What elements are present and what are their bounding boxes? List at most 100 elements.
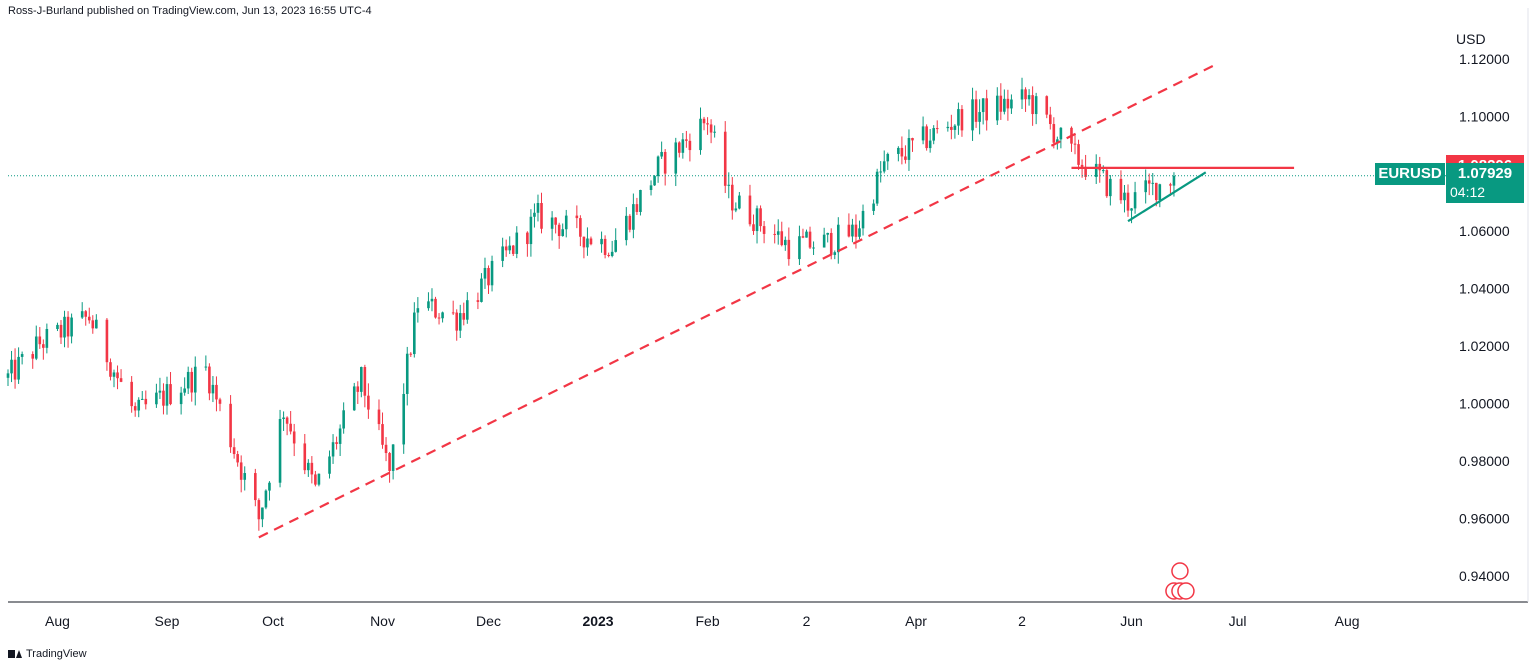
candle-body — [734, 208, 738, 211]
candle-body — [1158, 184, 1162, 201]
candle-body — [20, 354, 24, 357]
candle-body — [861, 210, 865, 229]
candle-body — [282, 417, 285, 419]
candle-body — [487, 267, 490, 286]
candle-body — [826, 232, 829, 235]
candle-body — [808, 231, 812, 248]
candle-body — [70, 317, 73, 337]
candle-body — [140, 398, 144, 400]
candle-body — [928, 140, 932, 149]
candle-body — [625, 215, 628, 241]
candle-body — [462, 313, 466, 320]
candle-body — [783, 239, 787, 246]
candle-body — [981, 98, 985, 113]
x-tick-label: Sep — [155, 613, 180, 629]
candle-body — [632, 204, 635, 230]
candle-body — [904, 156, 907, 160]
candle-body — [759, 208, 762, 227]
candle-body — [1101, 170, 1105, 172]
candle-body — [31, 354, 35, 359]
candle-body — [854, 224, 858, 237]
candle-body — [833, 252, 837, 255]
candle-body — [388, 453, 391, 471]
candle-body — [995, 95, 999, 121]
candle-body — [466, 300, 469, 320]
x-tick-label: Jul — [1229, 613, 1247, 629]
candle-body — [561, 229, 565, 237]
y-tick-label: 0.94000 — [1459, 568, 1510, 584]
candle-body — [441, 312, 444, 319]
candle-body — [1056, 139, 1059, 143]
candle-body — [183, 388, 186, 393]
y-tick-label: 1.10000 — [1459, 108, 1510, 124]
candle-body — [702, 118, 706, 124]
candle-body — [169, 384, 172, 405]
candle-body — [851, 224, 854, 237]
candle-body — [381, 424, 384, 445]
candle-body — [925, 126, 928, 149]
candle-body — [84, 311, 88, 317]
candle-body — [229, 403, 232, 448]
candle-body — [589, 238, 593, 245]
candle-body — [10, 359, 13, 374]
us-flag-event-icon — [1177, 582, 1195, 600]
candle-body — [179, 392, 183, 405]
candle-body — [56, 324, 59, 329]
candle-body — [798, 236, 801, 260]
x-tick-label: 2 — [803, 613, 811, 629]
x-tick-label: 2 — [1018, 613, 1026, 629]
candle-body — [285, 417, 289, 424]
candle-body — [879, 171, 882, 173]
candle-body — [946, 126, 950, 129]
candle-body — [1024, 89, 1027, 100]
candle-body — [17, 356, 20, 380]
candle-body — [303, 443, 307, 471]
candle-body — [776, 231, 780, 235]
candle-body — [660, 151, 663, 157]
candle-body — [490, 260, 494, 286]
candle-body — [193, 366, 197, 393]
candle-body — [6, 373, 10, 378]
candle-body — [1130, 208, 1133, 211]
candle-body — [663, 151, 667, 174]
chart-drawings — [8, 64, 1446, 539]
candle-body — [957, 109, 960, 126]
candle-body — [1172, 175, 1176, 186]
candle-body — [752, 224, 755, 232]
candle-body — [699, 118, 702, 151]
candle-body — [1151, 182, 1155, 184]
candle-body — [80, 311, 84, 318]
candle-body — [264, 490, 268, 508]
candle-body — [278, 418, 282, 483]
candle-body — [847, 224, 851, 237]
currency-label: USD — [1456, 31, 1486, 47]
y-tick-label: 1.06000 — [1459, 223, 1510, 239]
candle-body — [328, 456, 331, 474]
candle-body — [529, 216, 533, 245]
candle-body — [1144, 180, 1147, 193]
candle-body — [586, 238, 589, 248]
candle-body — [829, 232, 833, 255]
candle-body — [935, 128, 939, 130]
y-tick-label: 1.02000 — [1459, 338, 1510, 354]
footer-brand[interactable]: TradingView — [8, 648, 87, 660]
y-tick-label: 0.98000 — [1459, 453, 1510, 469]
candle-body — [105, 319, 109, 363]
candle-body — [409, 353, 413, 355]
candle-body — [653, 176, 656, 186]
candle-body — [787, 239, 791, 260]
candle-body — [483, 267, 487, 279]
candle-body — [236, 454, 239, 463]
candle-body — [352, 386, 356, 411]
candle-body — [87, 316, 91, 321]
candle-body — [932, 128, 935, 141]
candle-body — [1073, 143, 1077, 145]
candle-body — [451, 312, 455, 314]
y-tick-label: 1.00000 — [1459, 396, 1510, 412]
candle-body — [1020, 89, 1024, 100]
candle-body — [158, 390, 162, 393]
candle-body — [261, 507, 264, 520]
candle-body — [1045, 96, 1049, 115]
candle-body — [1105, 170, 1109, 197]
